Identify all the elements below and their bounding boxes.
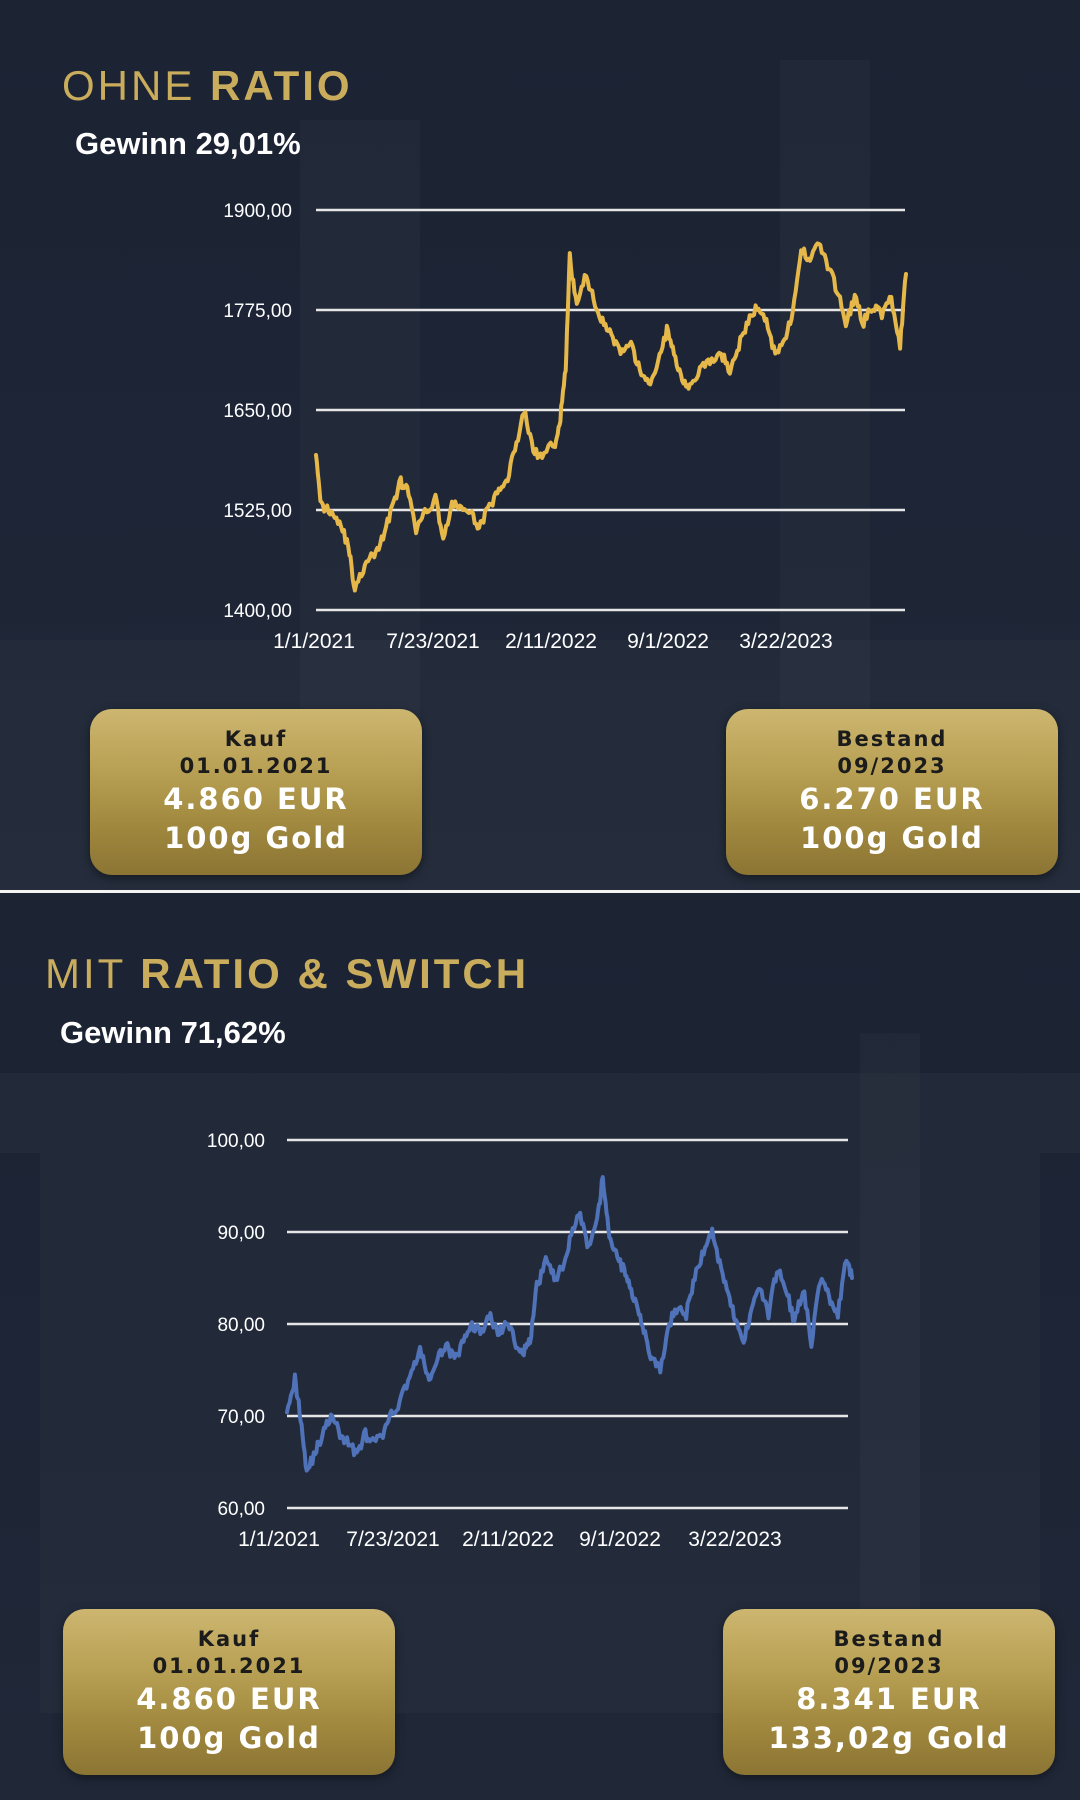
x-tick-label: 1/1/2021 [273, 630, 355, 653]
card-label: Kauf [224, 727, 288, 751]
x-tick-label: 9/1/2022 [627, 630, 709, 653]
y-tick-label: 1775,00 [223, 301, 292, 322]
section-heading: OHNE RATIO [62, 62, 353, 110]
x-tick-label: 3/22/2023 [739, 630, 832, 653]
heading-light-text: OHNE [62, 62, 196, 109]
y-tick-label: 1525,00 [223, 501, 292, 522]
series-line [285, 1175, 854, 1473]
ratio-chart: 100,00 90,00 80,00 70,00 60,00 1/1/2021 7/23/2… [207, 1131, 854, 1551]
panel-ohne-ratio: OHNE RATIO Gewinn 29,01% 1900,00 1775,00 1… [0, 0, 1080, 890]
y-tick-label: 1400,00 [223, 601, 292, 622]
card-date: 09/2023 [837, 754, 947, 778]
section-heading: MIT RATIO & SWITCH [45, 950, 529, 998]
heading-bold-text: RATIO [210, 62, 353, 109]
x-tick-label: 7/23/2021 [346, 1528, 439, 1551]
heading-light-text: MIT [45, 950, 126, 997]
card-amount: 133,02g Gold [768, 1721, 1010, 1755]
y-tick-label: 60,00 [217, 1499, 265, 1520]
card-value: 4.860 EUR [136, 1682, 322, 1716]
card-value: 6.270 EUR [799, 782, 985, 816]
series-line [314, 241, 908, 593]
x-tick-label: 2/11/2022 [505, 630, 597, 653]
profit-subtitle: Gewinn 29,01% [75, 126, 301, 161]
y-tick-label: 70,00 [217, 1407, 265, 1428]
panel-divider [0, 890, 1080, 893]
card-amount: 100g Gold [137, 1721, 321, 1755]
x-tick-label: 7/23/2021 [386, 630, 479, 653]
gold-price-chart: 1900,00 1775,00 1650,00 1525,00 1400,00 1/1/2… [223, 201, 908, 653]
x-tick-label: 2/11/2022 [462, 1528, 554, 1551]
heading-bold-text: RATIO & SWITCH [140, 950, 530, 997]
x-tick-label: 1/1/2021 [238, 1528, 320, 1551]
card-value: 8.341 EUR [796, 1682, 982, 1716]
card-amount: 100g Gold [800, 821, 984, 855]
card-date: 01.01.2021 [179, 754, 333, 778]
y-tick-label: 90,00 [217, 1223, 265, 1244]
purchase-card: Kauf 01.01.2021 4.860 EUR 100g Gold [90, 709, 422, 875]
card-label: Bestand [833, 1627, 945, 1651]
holdings-card: Bestand 09/2023 8.341 EUR 133,02g Gold [723, 1609, 1055, 1775]
card-value: 4.860 EUR [163, 782, 349, 816]
purchase-card: Kauf 01.01.2021 4.860 EUR 100g Gold [63, 1609, 395, 1775]
y-tick-label: 1650,00 [223, 401, 292, 422]
y-tick-label: 80,00 [217, 1315, 265, 1336]
profit-subtitle: Gewinn 71,62% [60, 1015, 286, 1050]
card-label: Kauf [197, 1627, 261, 1651]
card-date: 01.01.2021 [152, 1654, 306, 1678]
holdings-card: Bestand 09/2023 6.270 EUR 100g Gold [726, 709, 1058, 875]
card-date: 09/2023 [834, 1654, 944, 1678]
y-tick-label: 1900,00 [223, 201, 292, 222]
card-amount: 100g Gold [164, 821, 348, 855]
card-label: Bestand [836, 727, 948, 751]
y-tick-label: 100,00 [207, 1131, 265, 1152]
panel-mit-ratio-switch: MIT RATIO & SWITCH Gewinn 71,62% 100,00 9… [0, 893, 1080, 1800]
x-tick-label: 3/22/2023 [688, 1528, 781, 1551]
x-tick-label: 9/1/2022 [579, 1528, 661, 1551]
